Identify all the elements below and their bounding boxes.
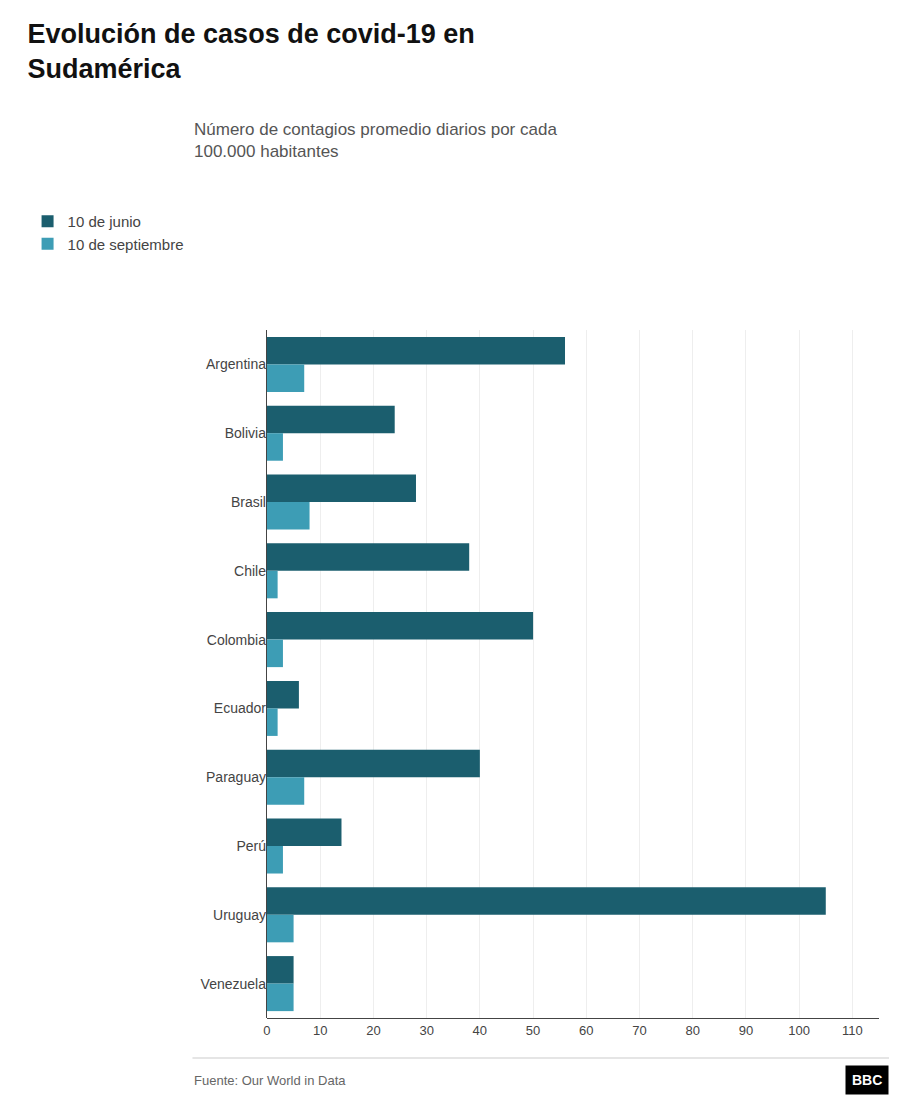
svg-text:BBC: BBC: [852, 1072, 882, 1088]
svg-text:30: 30: [419, 1023, 433, 1038]
svg-text:Número de contagios promedio d: Número de contagios promedio diarios por…: [194, 120, 557, 161]
svg-text:100: 100: [788, 1023, 810, 1038]
svg-text:Argentina: Argentina: [206, 356, 266, 372]
svg-text:60: 60: [579, 1023, 593, 1038]
svg-text:80: 80: [686, 1023, 700, 1038]
svg-text:0: 0: [263, 1023, 270, 1038]
svg-text:10 de septiembre: 10 de septiembre: [68, 236, 184, 253]
svg-text:Bolivia: Bolivia: [225, 425, 266, 441]
svg-text:110: 110: [842, 1023, 863, 1038]
svg-text:Chile: Chile: [234, 563, 266, 579]
svg-text:Fuente: Our World in Data: Fuente: Our World in Data: [194, 1073, 346, 1088]
svg-text:Colombia: Colombia: [207, 632, 266, 648]
svg-text:70: 70: [632, 1023, 646, 1038]
svg-text:40: 40: [473, 1023, 487, 1038]
svg-text:Evolución de casos de covid-19: Evolución de casos de covid-19 enSudamér…: [28, 19, 475, 84]
svg-text:Perú: Perú: [236, 838, 266, 854]
svg-text:50: 50: [526, 1023, 540, 1038]
svg-text:Venezuela: Venezuela: [201, 976, 267, 992]
svg-text:Paraguay: Paraguay: [206, 769, 266, 785]
svg-text:Ecuador: Ecuador: [214, 700, 266, 716]
svg-text:90: 90: [739, 1023, 753, 1038]
svg-text:10 de junio: 10 de junio: [68, 213, 141, 230]
svg-text:Brasil: Brasil: [231, 494, 266, 510]
svg-text:Uruguay: Uruguay: [213, 907, 266, 923]
svg-text:20: 20: [366, 1023, 380, 1038]
svg-text:10: 10: [313, 1023, 327, 1038]
